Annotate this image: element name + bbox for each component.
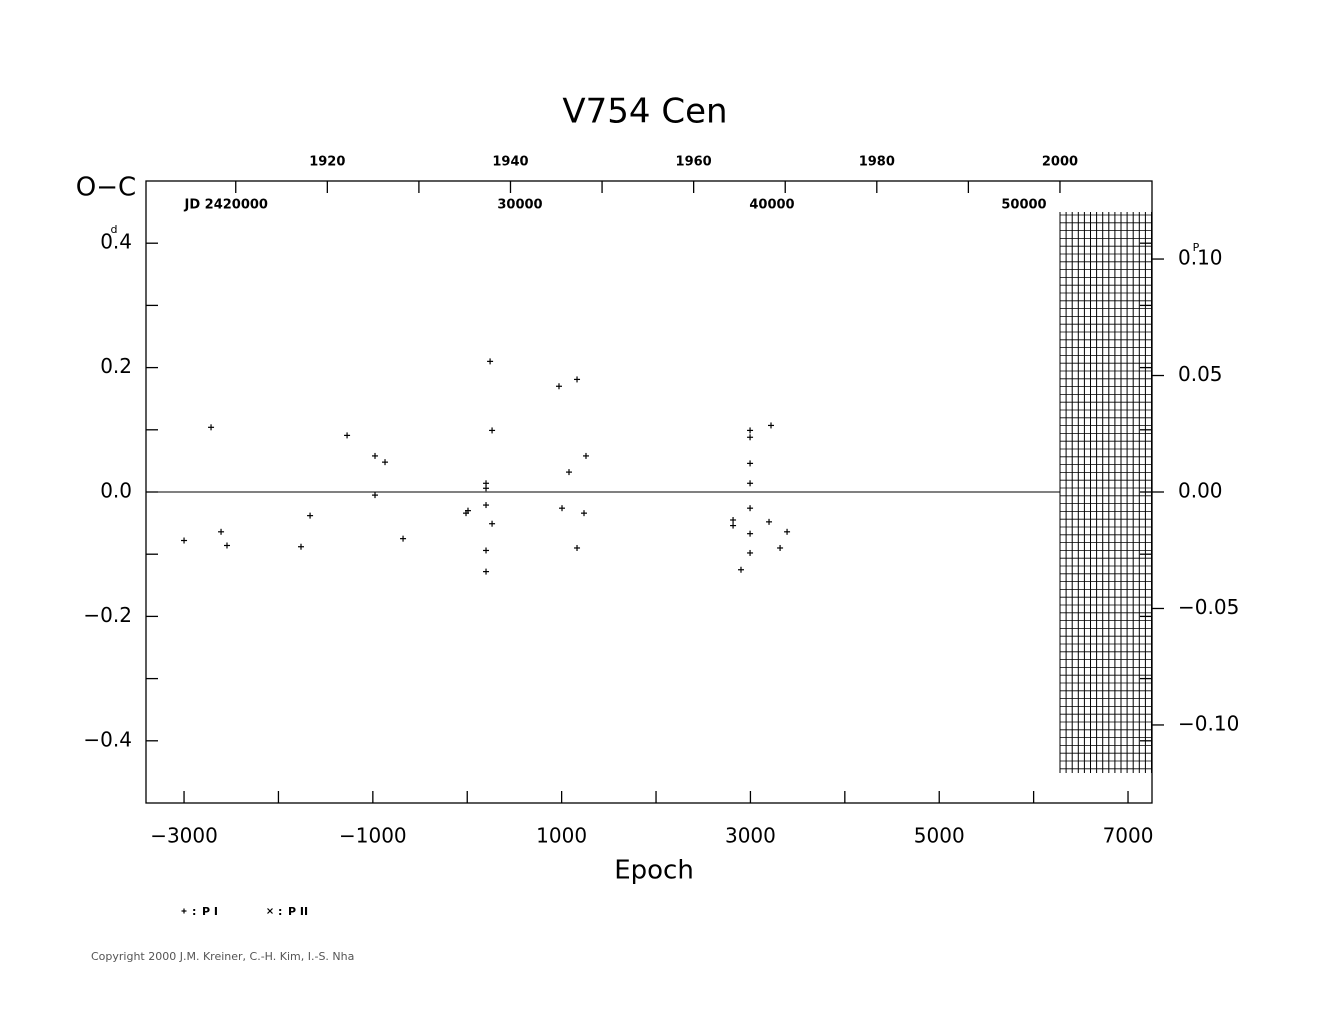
y2-tick-label: 0.10 — [1178, 246, 1223, 270]
point — [344, 432, 351, 439]
point — [464, 507, 471, 514]
jd-label: 40000 — [749, 198, 794, 213]
legend-marker — [267, 908, 273, 914]
x-axis-label: Epoch — [614, 856, 694, 886]
point — [766, 518, 773, 525]
point — [768, 422, 775, 429]
point — [747, 480, 754, 487]
point — [298, 543, 305, 550]
legend-sep: : — [192, 905, 196, 918]
point — [223, 542, 230, 549]
point — [747, 460, 754, 467]
point — [747, 530, 754, 537]
copyright: Copyright 2000 J.M. Kreiner, C.-H. Kim, … — [91, 950, 354, 963]
y2-tick-label: −0.10 — [1178, 711, 1239, 735]
y-unit: d — [111, 223, 118, 236]
point — [483, 568, 490, 575]
point — [747, 549, 754, 556]
chart-title: V754 Cen — [562, 92, 727, 132]
year-tick-label: 2000 — [1042, 155, 1078, 170]
point — [483, 502, 490, 509]
point — [747, 434, 754, 441]
point — [372, 452, 379, 459]
point — [777, 544, 784, 551]
x-tick-label: 7000 — [1103, 824, 1154, 848]
point — [307, 512, 314, 519]
legend-sep: : — [278, 905, 282, 918]
point — [747, 427, 754, 434]
point — [400, 535, 407, 542]
point — [208, 424, 215, 431]
point — [181, 537, 188, 544]
point — [581, 510, 588, 517]
point — [555, 383, 562, 390]
y-tick-label: 0.2 — [100, 354, 132, 378]
point — [382, 459, 389, 466]
point — [730, 522, 737, 529]
y2-tick-label: 0.00 — [1178, 479, 1223, 503]
y2-tick-label: 0.05 — [1178, 362, 1223, 386]
jd-label: JD 2420000 — [184, 198, 268, 213]
year-tick-label: 1980 — [859, 155, 895, 170]
legend-label: P II — [288, 905, 308, 918]
point — [747, 505, 754, 512]
point — [582, 452, 589, 459]
point — [489, 520, 496, 527]
y-tick-label: 0.4 — [100, 230, 132, 254]
x-tick-label: 5000 — [914, 824, 965, 848]
y-tick-label: 0.0 — [100, 479, 132, 503]
point — [574, 376, 581, 383]
y-tick-label: −0.4 — [83, 727, 132, 751]
legend-marker — [181, 908, 187, 914]
x-tick-label: −3000 — [150, 824, 218, 848]
y2-tick-label: −0.05 — [1178, 595, 1239, 619]
point — [483, 547, 490, 554]
point — [730, 516, 737, 523]
point — [218, 528, 225, 535]
year-tick-label: 1960 — [676, 155, 712, 170]
point — [565, 469, 572, 476]
point — [574, 544, 581, 551]
legend-label: P I — [202, 905, 218, 918]
year-tick-label: 1940 — [492, 155, 528, 170]
jd-label: 30000 — [497, 198, 542, 213]
y-axis-label: O−C — [76, 173, 136, 203]
year-tick-label: 1920 — [309, 155, 345, 170]
point — [559, 505, 566, 512]
y2-unit: P — [1193, 241, 1200, 254]
point — [737, 566, 744, 573]
point — [372, 492, 379, 499]
x-tick-label: 1000 — [536, 824, 587, 848]
y-tick-label: −0.2 — [83, 603, 132, 627]
point — [784, 528, 791, 535]
x-tick-label: −1000 — [339, 824, 407, 848]
jd-label: 50000 — [1001, 198, 1046, 213]
point — [489, 427, 496, 434]
point — [487, 358, 494, 365]
x-tick-label: 3000 — [725, 824, 776, 848]
point — [483, 485, 490, 492]
